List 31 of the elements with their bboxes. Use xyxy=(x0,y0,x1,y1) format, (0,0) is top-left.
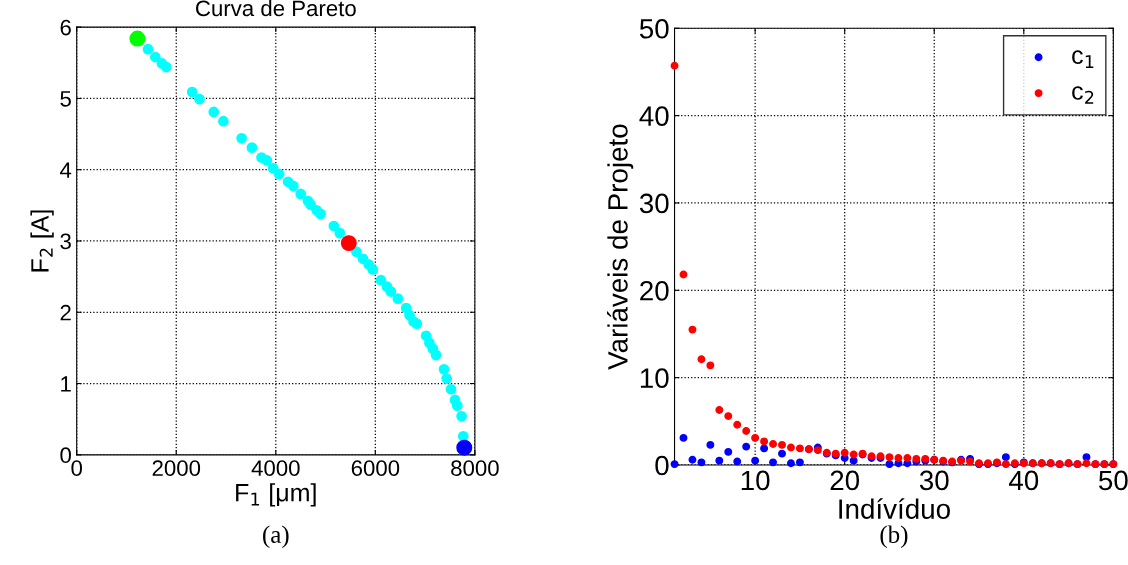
x-tick-label: 4000 xyxy=(251,460,300,477)
x-tick-label: 50 xyxy=(1099,470,1128,491)
x-tick-label: 2000 xyxy=(152,460,201,477)
x-tick-label: 20 xyxy=(830,470,860,491)
y-tick-label: 30 xyxy=(639,193,669,214)
x-tick-label: 30 xyxy=(919,470,949,491)
x-tick-label: 10 xyxy=(741,470,770,491)
legend-label: c$_{1}$ xyxy=(1072,50,1094,68)
y-tick-label: 3 xyxy=(60,233,71,250)
y-tick-label: 40 xyxy=(639,106,669,126)
y-tick-label: 2 xyxy=(60,304,71,321)
x-tick-label: 6000 xyxy=(351,460,400,477)
y-tick-label: 10 xyxy=(640,368,669,388)
y-tick-label: 5 xyxy=(60,91,71,107)
text: (b) xyxy=(880,525,908,549)
x-axis-title: F$_{1}$ [μm] xyxy=(236,483,316,507)
y-axis-title: Variáveis de Projeto xyxy=(607,124,634,370)
legend-label: c$_{2}$ xyxy=(1072,86,1094,104)
y-tick-label: 20 xyxy=(640,280,669,301)
y-tick-label: 1 xyxy=(61,376,71,392)
y-tick-label: 0 xyxy=(60,447,71,464)
x-axis-title: Indívíduo xyxy=(839,498,950,519)
chart-title: Curva de Pareto xyxy=(196,0,356,17)
x-tick-label: 40 xyxy=(1008,470,1039,491)
y-axis-title: F$_{2}$ [A] xyxy=(30,210,54,272)
y-tick-label: 4 xyxy=(60,162,72,178)
x-tick-label: 8000 xyxy=(451,460,499,477)
y-tick-label: 6 xyxy=(60,19,71,36)
text: (a) xyxy=(263,525,289,549)
x-tick-label: 0 xyxy=(71,460,83,477)
y-tick-label: 50 xyxy=(639,18,669,39)
